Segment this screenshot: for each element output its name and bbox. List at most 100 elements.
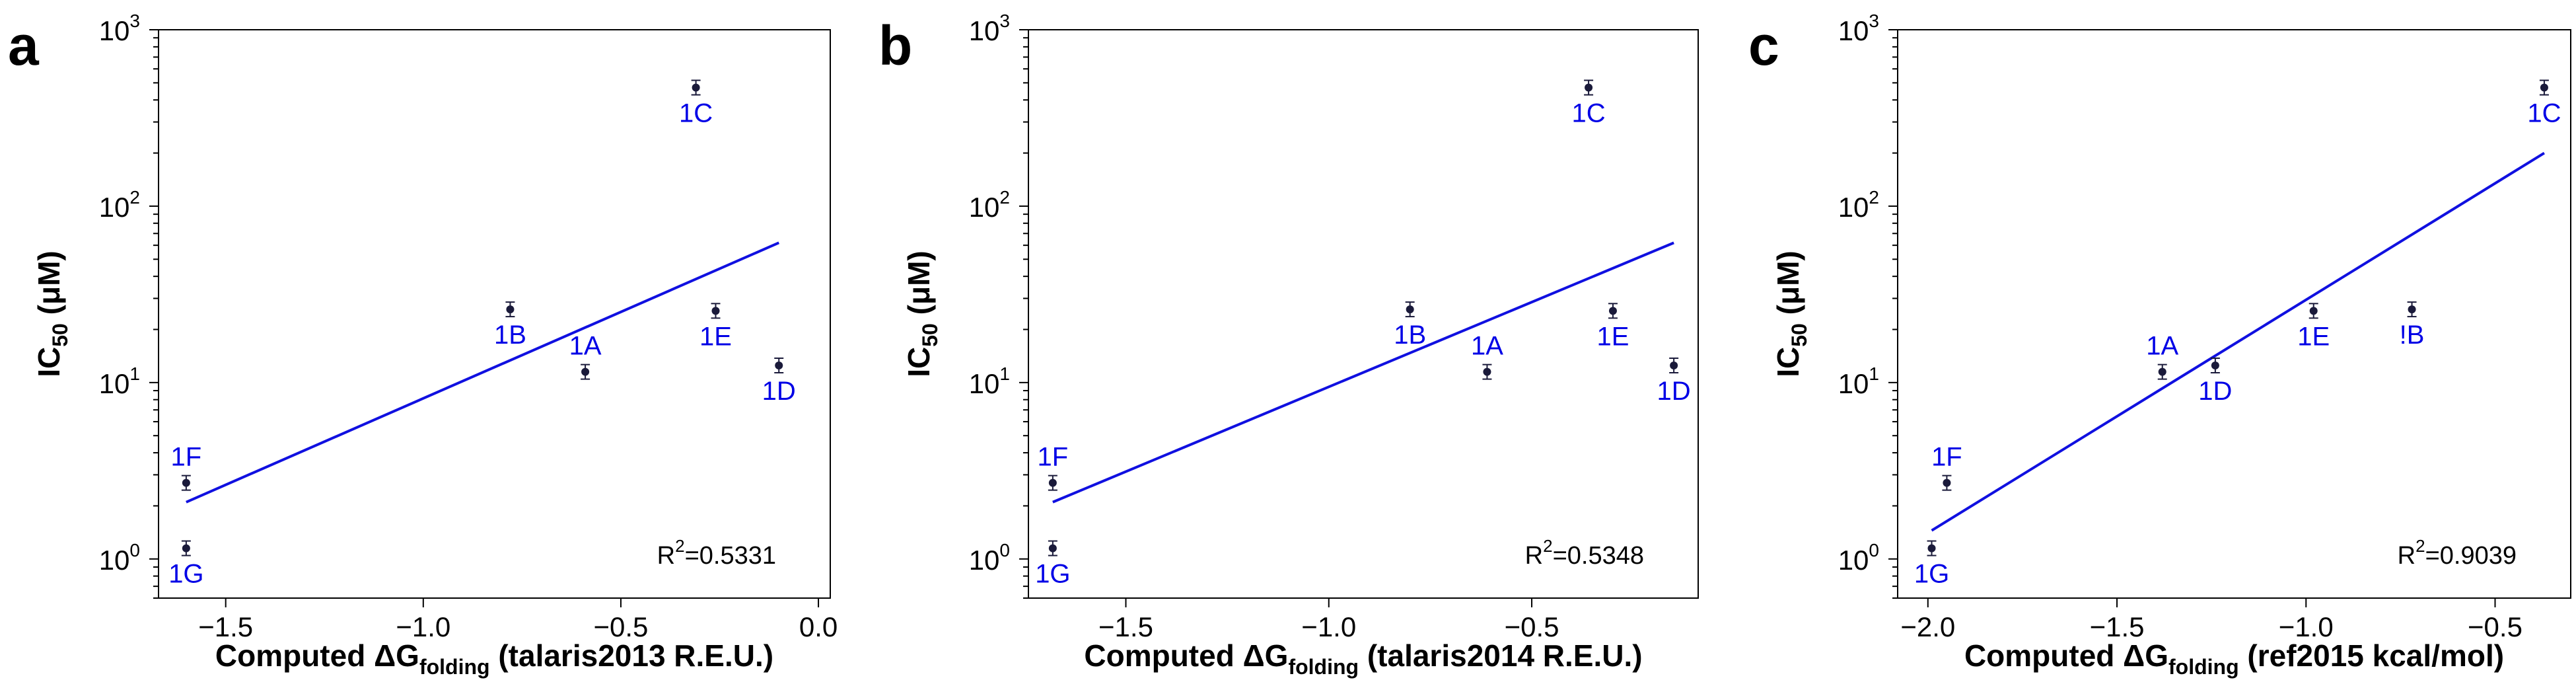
- y-tick-base: 10: [969, 192, 1000, 223]
- y-tick-base: 10: [99, 15, 130, 46]
- point-label: 1E: [2297, 322, 2330, 351]
- data-point-1A: 1A: [2146, 332, 2179, 380]
- point-marker: [1670, 361, 1678, 369]
- point-marker: [1927, 544, 1936, 553]
- point-label: !B: [2400, 321, 2425, 350]
- r-squared-base: R: [1525, 542, 1543, 570]
- data-point-1A: 1A: [569, 332, 602, 380]
- data-point-1A: 1A: [1471, 332, 1503, 380]
- y-tick-base: 10: [99, 192, 130, 223]
- y-tick-base: 10: [1838, 15, 1869, 46]
- data-point-1F: 1F: [1931, 443, 1962, 491]
- y-tick-label: 102: [969, 187, 1010, 223]
- x-axis-title: Computed ΔGfolding (ref2015 kcal/mol): [1964, 638, 2504, 679]
- x-axis-title-sub: folding: [2168, 655, 2239, 679]
- y-tick-base: 10: [969, 368, 1000, 399]
- y-tick-base: 10: [969, 15, 1000, 46]
- x-axis-title-main: Computed ΔG: [215, 638, 419, 673]
- y-tick-exponent: 0: [129, 540, 140, 560]
- r-squared-value: =0.9039: [2425, 542, 2517, 570]
- y-tick-exponent: 1: [129, 363, 140, 384]
- r-squared-exponent: 2: [2415, 536, 2425, 556]
- data-point-1G: 1G: [168, 540, 204, 589]
- y-tick-base: 10: [1838, 368, 1869, 399]
- point-label: 1D: [1657, 377, 1691, 406]
- y-tick-label: 101: [969, 363, 1010, 399]
- x-tick-label: −0.5: [2468, 611, 2522, 642]
- x-axis-title-sub: folding: [1288, 655, 1359, 679]
- point-label: 1E: [699, 322, 732, 351]
- fit-line: [1052, 241, 1674, 504]
- point-marker: [2211, 361, 2219, 369]
- y-axis-title-tail: (μM): [1771, 250, 1805, 323]
- fit-line: [1931, 151, 2545, 532]
- point-marker: [2408, 305, 2416, 314]
- data-point-1B: 1B: [494, 301, 526, 350]
- y-axis-title-main: IC: [32, 347, 66, 377]
- point-marker: [1943, 478, 1951, 487]
- r-squared-exponent: 2: [675, 536, 684, 556]
- x-axis-title-main: Computed ΔG: [1084, 638, 1288, 673]
- data-point-1F: 1F: [1038, 443, 1069, 491]
- point-marker: [581, 367, 590, 376]
- point-label: 1D: [762, 377, 796, 406]
- y-tick-label: 100: [1838, 540, 1879, 576]
- y-axis-title-sub: 50: [918, 323, 942, 347]
- point-label: 1C: [679, 99, 713, 128]
- point-marker: [2540, 83, 2548, 92]
- y-tick-label: 100: [99, 540, 140, 576]
- r-squared-value: =0.5331: [685, 542, 776, 570]
- point-marker: [692, 83, 700, 92]
- data-point-1C: 1C: [679, 79, 713, 128]
- point-label: 1B: [494, 321, 526, 350]
- point-marker: [1406, 305, 1414, 314]
- point-label: 1F: [1038, 443, 1069, 472]
- y-axis-title-tail: (μM): [32, 250, 66, 323]
- x-tick-label: −1.0: [2279, 611, 2334, 642]
- x-tick-label: 0.0: [799, 611, 838, 642]
- x-tick-label: −2.0: [1900, 611, 1955, 642]
- data-point-1D: 1D: [762, 357, 796, 406]
- x-tick-label: −1.5: [198, 611, 253, 642]
- data-point-1C: 1C: [2527, 79, 2561, 128]
- y-tick-label: 101: [99, 363, 140, 399]
- point-label: 1D: [2198, 377, 2232, 406]
- y-tick-base: 10: [99, 368, 130, 399]
- y-tick-exponent: 3: [1869, 11, 1879, 31]
- data-point-1E: 1E: [699, 303, 732, 351]
- x-tick-label: −1.0: [396, 611, 450, 642]
- r-squared-value: =0.5348: [1553, 542, 1644, 570]
- plot-frame: [1897, 29, 2571, 599]
- data-point-1E: 1E: [1596, 303, 1629, 351]
- point-label: 1A: [569, 332, 602, 361]
- point-marker: [506, 305, 515, 314]
- point-marker: [775, 361, 783, 369]
- point-label: 1C: [2527, 99, 2561, 128]
- x-axis-title-tail: (talaris2014 R.E.U.): [1359, 638, 1643, 673]
- x-tick-label: −1.5: [1098, 611, 1153, 642]
- y-tick-exponent: 3: [129, 11, 140, 31]
- y-tick-exponent: 3: [999, 11, 1010, 31]
- y-tick-exponent: 0: [999, 540, 1010, 560]
- x-tick-label: −0.5: [593, 611, 648, 642]
- y-tick-label: 103: [1838, 11, 1879, 46]
- data-point-1G: 1G: [1914, 540, 1949, 589]
- data-point-1G: 1G: [1035, 540, 1071, 589]
- panel-letter: c: [1748, 15, 1779, 77]
- point-marker: [711, 307, 720, 315]
- r-squared-exponent: 2: [1543, 536, 1552, 556]
- r-squared-base: R: [657, 542, 675, 570]
- data-point-!B: !B: [2400, 301, 2425, 350]
- y-tick-base: 10: [969, 545, 1000, 576]
- point-label: 1G: [168, 560, 203, 589]
- data-point-1E: 1E: [2297, 303, 2330, 351]
- y-tick-exponent: 2: [999, 187, 1010, 208]
- r-squared: R2=0.9039: [2398, 536, 2517, 570]
- point-label: 1C: [1572, 99, 1606, 128]
- x-axis-title-sub: folding: [419, 655, 490, 679]
- data-point-1B: 1B: [1394, 301, 1426, 350]
- y-tick-exponent: 0: [1869, 540, 1879, 560]
- fit-line: [186, 241, 780, 504]
- x-tick-label: −0.5: [1505, 611, 1559, 642]
- y-tick-label: 102: [1838, 187, 1879, 223]
